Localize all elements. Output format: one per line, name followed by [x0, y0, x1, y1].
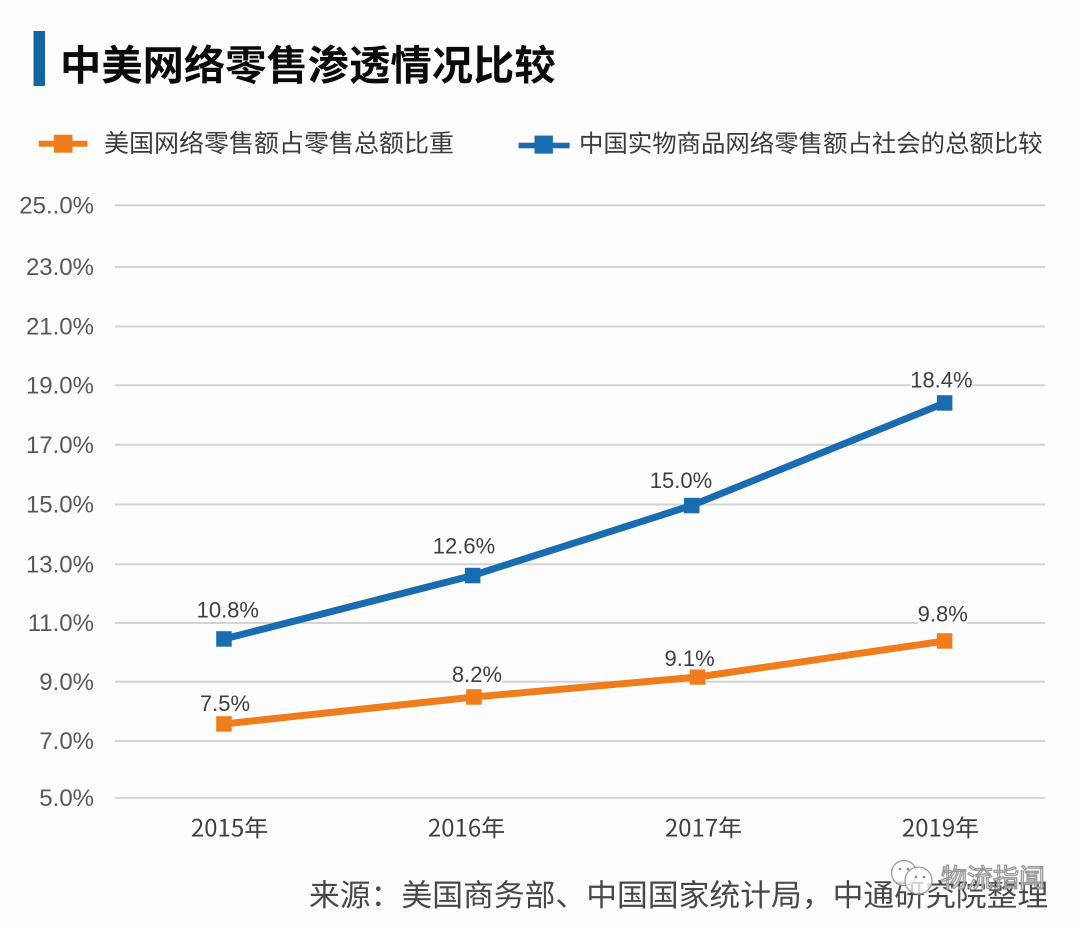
svg-text:15.0%: 15.0% [26, 492, 94, 519]
svg-text:12.6%: 12.6% [433, 533, 495, 558]
svg-text:25..0%: 25..0% [19, 192, 94, 219]
svg-text:17.0%: 17.0% [26, 432, 94, 459]
svg-text:19.0%: 19.0% [26, 372, 94, 399]
svg-text:23.0%: 23.0% [26, 254, 94, 281]
svg-text:21.0%: 21.0% [26, 314, 94, 341]
svg-text:18.4%: 18.4% [910, 367, 972, 392]
svg-text:5.0%: 5.0% [39, 785, 94, 812]
svg-text:7.0%: 7.0% [39, 728, 94, 755]
svg-text:8.2%: 8.2% [452, 662, 502, 687]
svg-text:9.1%: 9.1% [665, 646, 715, 671]
svg-text:7.5%: 7.5% [200, 691, 250, 716]
svg-text:15.0%: 15.0% [650, 468, 712, 493]
svg-text:9.0%: 9.0% [39, 669, 94, 696]
svg-text:11.0%: 11.0% [28, 610, 94, 637]
svg-text:13.0%: 13.0% [26, 552, 94, 579]
svg-text:10.8%: 10.8% [197, 597, 259, 622]
svg-text:9.8%: 9.8% [918, 601, 968, 626]
